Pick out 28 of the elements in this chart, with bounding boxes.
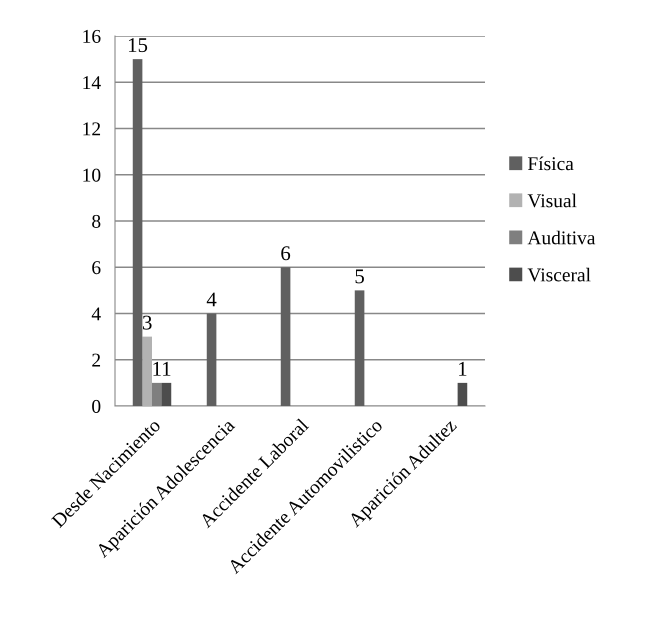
y-tick-label: 8: [92, 214, 100, 228]
data-label: 15: [128, 38, 148, 52]
y-tick-label: 0: [92, 400, 100, 413]
data-label: 5: [356, 270, 364, 284]
legend-label: Física: [528, 156, 574, 170]
bar: [354, 290, 364, 406]
data-label: 6: [281, 246, 290, 260]
bar: [280, 267, 290, 406]
y-tick-label: 12: [83, 122, 100, 136]
y-tick-label: 14: [83, 76, 101, 89]
data-label: 1: [163, 362, 170, 376]
legend-label: Visceral: [528, 268, 591, 282]
bar: [142, 336, 152, 406]
y-tick-label: 10: [83, 168, 100, 182]
data-label: 1: [153, 362, 161, 376]
legend-label: Visual: [528, 194, 577, 208]
y-tick-label: 16: [83, 30, 101, 43]
bar: [162, 382, 172, 406]
bar: [206, 314, 216, 406]
y-tick-label: 6: [92, 261, 101, 274]
data-label: 3: [142, 316, 152, 330]
y-tick-label: 2: [92, 354, 100, 366]
data-label: 4: [206, 292, 216, 306]
legend-label: Auditiva: [528, 230, 596, 244]
bar: [132, 59, 142, 406]
y-tick-label: 4: [92, 307, 101, 320]
bar: [458, 382, 468, 406]
data-label: 1: [459, 362, 466, 376]
